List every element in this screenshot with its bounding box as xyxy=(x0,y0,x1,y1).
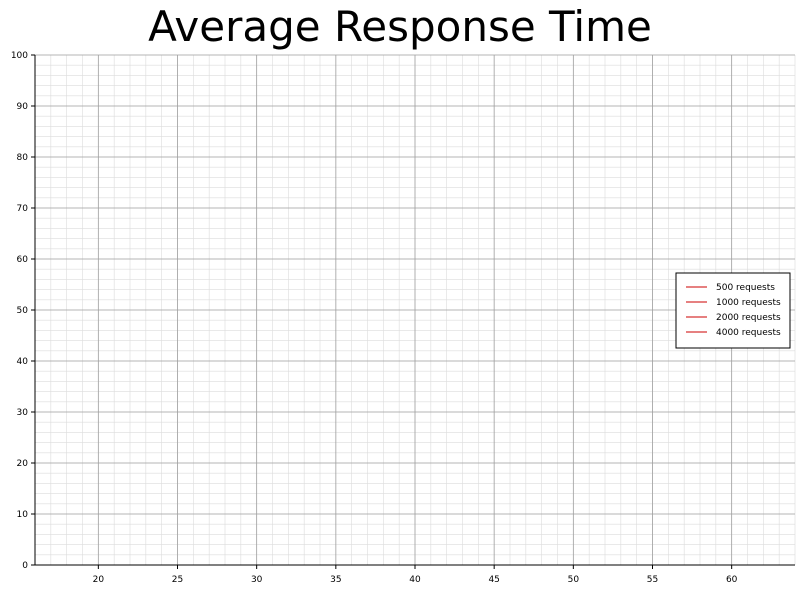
y-tick-label: 60 xyxy=(17,255,29,265)
y-tick-label: 30 xyxy=(17,408,29,418)
legend-label: 2000 requests xyxy=(716,313,781,323)
legend-box xyxy=(675,272,791,349)
legend-label: 4000 requests xyxy=(716,328,781,338)
y-tick-label: 10 xyxy=(17,510,29,520)
x-tick-label: 30 xyxy=(251,575,263,585)
x-tick-label: 25 xyxy=(172,575,183,585)
x-tick-label: 35 xyxy=(330,575,341,585)
y-axis-ticks: 0 10 20 30 40 50 60 70 80 90 100 xyxy=(11,51,35,571)
y-tick-label: 20 xyxy=(17,459,29,469)
y-tick-label: 40 xyxy=(17,357,29,367)
x-tick-label: 50 xyxy=(568,575,580,585)
x-tick-label: 40 xyxy=(409,575,421,585)
legend-label: 500 requests xyxy=(716,283,775,293)
legend-label: 1000 requests xyxy=(716,298,781,308)
x-tick-label: 55 xyxy=(647,575,658,585)
y-tick-label: 70 xyxy=(17,204,29,214)
x-axis-ticks: 20 25 30 35 40 45 50 55 60 xyxy=(93,565,738,585)
y-tick-label: 50 xyxy=(17,306,29,316)
y-tick-label: 0 xyxy=(22,561,28,571)
x-tick-label: 20 xyxy=(93,575,105,585)
y-tick-label: 90 xyxy=(17,102,29,112)
x-tick-label: 60 xyxy=(726,575,738,585)
y-tick-label: 80 xyxy=(17,153,29,163)
chart-title: Average Response Time xyxy=(148,2,652,51)
y-tick-label: 100 xyxy=(11,51,28,61)
x-tick-label: 45 xyxy=(488,575,499,585)
legend: 500 requests 1000 requests 2000 requests 40… xyxy=(675,272,791,349)
